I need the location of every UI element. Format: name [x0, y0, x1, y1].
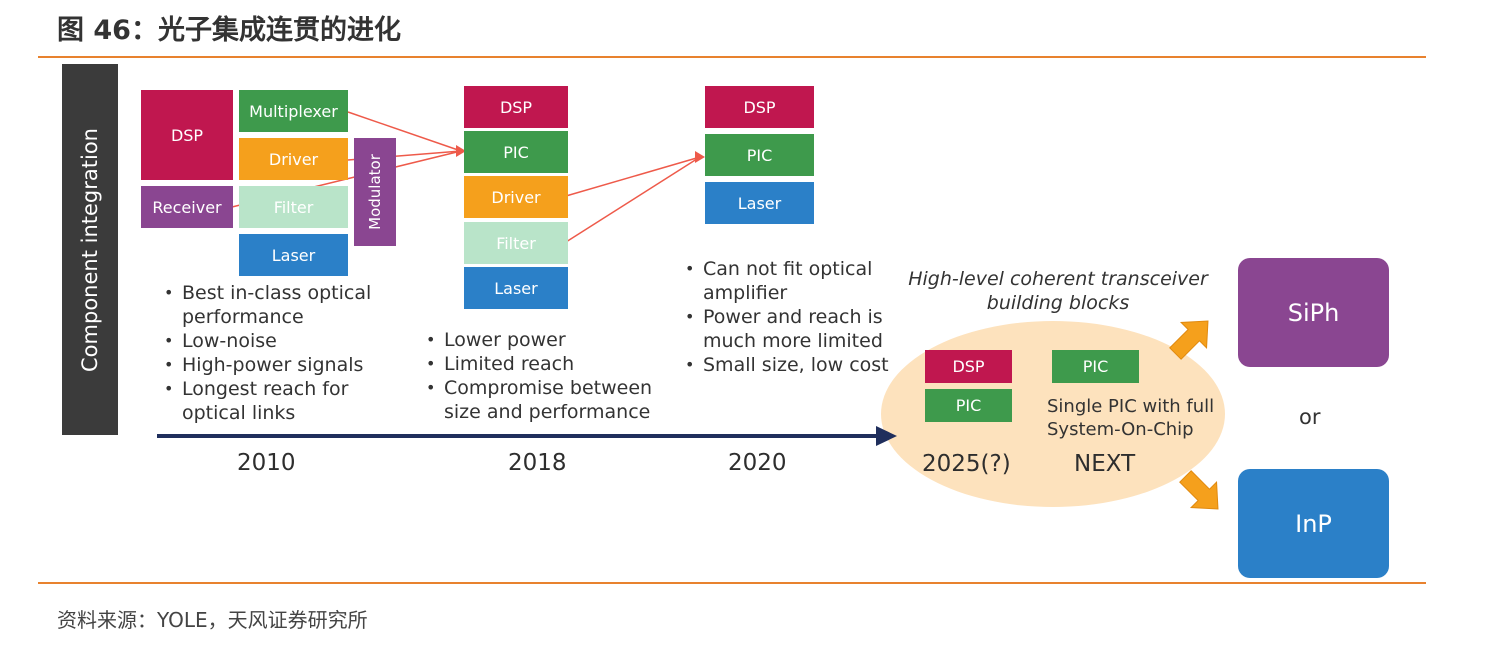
pic-block-2020: PIC [705, 134, 814, 176]
connector-arrowhead-2020 [695, 151, 705, 163]
timeline-arrowhead [876, 426, 897, 446]
bullet-2020-3: Small size, low cost [683, 353, 918, 377]
bottom-rule [38, 582, 1426, 584]
or-label: or [1299, 405, 1321, 429]
bullet-2018-2: Limited reach [424, 352, 684, 376]
next-description: Single PIC with full System-On-Chip [1047, 396, 1215, 440]
bullets-2020: Can not fit optical amplifier Power and … [683, 257, 918, 377]
connector-filter-2018 [565, 156, 701, 243]
dsp-block-2025: DSP [925, 350, 1012, 383]
dsp-block-2010: DSP [141, 90, 233, 180]
source-note: 资料来源：YOLE，天风证券研究所 [57, 608, 368, 632]
year-2025: 2025(?) [922, 451, 1011, 477]
year-next: NEXT [1074, 451, 1136, 477]
inp-box: InP [1238, 469, 1389, 578]
bullet-2010-1: Best in-class optical performance [162, 281, 402, 329]
year-2020: 2020 [728, 450, 787, 476]
connector-multiplexer [347, 111, 462, 152]
laser-block-2020: Laser [705, 182, 814, 224]
bullets-2010: Best in-class optical performance Low-no… [162, 281, 402, 425]
dsp-block-2020: DSP [705, 86, 814, 128]
siph-box: SiPh [1238, 258, 1389, 367]
modulator-label: Modulator [366, 154, 385, 230]
bullet-2010-4: Longest reach for optical links [162, 377, 402, 425]
bullet-2010-2: Low-noise [162, 329, 402, 353]
pic-block-2025: PIC [925, 389, 1012, 422]
pic-block-next: PIC [1052, 350, 1139, 383]
driver-block-2010: Driver [239, 138, 348, 180]
laser-block-2010: Laser [239, 234, 348, 276]
bullet-2018-3: Compromise between size and performance [424, 376, 684, 424]
year-2018: 2018 [508, 450, 567, 476]
connector-arrowhead-2018 [456, 145, 466, 157]
laser-block-2018: Laser [464, 267, 568, 309]
bullet-2018-1: Lower power [424, 328, 684, 352]
arrow-to-siph [1169, 320, 1209, 360]
future-caption: High-level coherent transceiver building… [908, 268, 1208, 314]
bullet-2010-3: High-power signals [162, 353, 402, 377]
multiplexer-block-2010: Multiplexer [239, 90, 348, 132]
connector-lines [231, 111, 701, 243]
side-bar [62, 64, 118, 435]
dsp-block-2018: DSP [464, 86, 568, 128]
modulator-block-2010: Modulator [354, 138, 396, 246]
connector-driver-2018 [565, 156, 701, 197]
receiver-block-2010: Receiver [141, 186, 233, 228]
pic-block-2018: PIC [464, 131, 568, 173]
year-2010: 2010 [237, 450, 296, 476]
bullet-2020-2: Power and reach is much more limited [683, 305, 918, 353]
bullet-2020-1: Can not fit optical amplifier [683, 257, 918, 305]
filter-block-2018: Filter [464, 222, 568, 264]
bullets-2018: Lower power Limited reach Compromise bet… [424, 328, 684, 424]
filter-block-2010: Filter [239, 186, 348, 228]
top-rule [38, 56, 1426, 58]
arrow-to-inp [1179, 470, 1219, 510]
driver-block-2018: Driver [464, 176, 568, 218]
figure-title: 图 46：光子集成连贯的进化 [57, 15, 401, 46]
